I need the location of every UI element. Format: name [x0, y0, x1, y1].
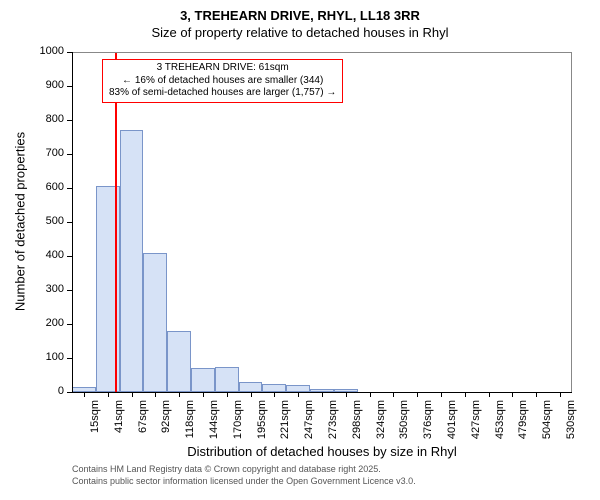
x-tick [560, 392, 561, 397]
x-tick-label: 401sqm [446, 400, 458, 450]
y-tick [67, 154, 72, 155]
x-tick [251, 392, 252, 397]
y-tick-label: 800 [0, 113, 64, 125]
x-tick-label: 298sqm [351, 400, 363, 450]
footer-attribution: Contains HM Land Registry data © Crown c… [72, 464, 416, 487]
annotation-line: 3 TREHEARN DRIVE: 61sqm [109, 62, 336, 75]
x-tick-label: 170sqm [232, 400, 244, 450]
x-tick [298, 392, 299, 397]
x-tick [370, 392, 371, 397]
histogram-bar [286, 385, 310, 392]
x-tick-label: 530sqm [565, 400, 577, 450]
x-tick-label: 15sqm [89, 400, 101, 450]
x-tick [441, 392, 442, 397]
x-tick [179, 392, 180, 397]
x-tick-label: 247sqm [303, 400, 315, 450]
x-axis-title: Distribution of detached houses by size … [72, 444, 572, 459]
x-tick [512, 392, 513, 397]
x-tick-label: 67sqm [137, 400, 149, 450]
x-tick-label: 195sqm [256, 400, 268, 450]
x-tick-label: 350sqm [398, 400, 410, 450]
x-tick [465, 392, 466, 397]
x-tick-label: 92sqm [160, 400, 172, 450]
x-tick [322, 392, 323, 397]
histogram-bar [239, 382, 263, 392]
footer-line1: Contains HM Land Registry data © Crown c… [72, 464, 416, 476]
histogram-bar [120, 130, 144, 392]
x-tick-label: 118sqm [184, 400, 196, 450]
y-tick [67, 256, 72, 257]
plot-area: 3 TREHEARN DRIVE: 61sqm← 16% of detached… [72, 52, 572, 392]
y-tick-label: 900 [0, 79, 64, 91]
x-tick [536, 392, 537, 397]
x-tick-label: 479sqm [517, 400, 529, 450]
x-tick-label: 427sqm [470, 400, 482, 450]
x-tick [155, 392, 156, 397]
y-tick-label: 0 [0, 385, 64, 397]
y-tick-label: 700 [0, 147, 64, 159]
y-tick [67, 392, 72, 393]
x-tick [417, 392, 418, 397]
y-tick [67, 358, 72, 359]
histogram-bar [167, 331, 191, 392]
x-tick-label: 41sqm [113, 400, 125, 450]
y-tick-label: 600 [0, 181, 64, 193]
histogram-bar [262, 384, 286, 393]
x-tick-label: 273sqm [327, 400, 339, 450]
x-tick [346, 392, 347, 397]
x-tick [203, 392, 204, 397]
y-axis-title: Number of detached properties [13, 52, 28, 392]
histogram-bar [215, 367, 239, 393]
x-tick-label: 144sqm [208, 400, 220, 450]
x-tick-label: 221sqm [279, 400, 291, 450]
y-tick [67, 52, 72, 53]
x-tick [489, 392, 490, 397]
x-tick-label: 324sqm [375, 400, 387, 450]
y-tick-label: 200 [0, 317, 64, 329]
x-tick [132, 392, 133, 397]
annotation-box: 3 TREHEARN DRIVE: 61sqm← 16% of detached… [102, 59, 343, 103]
annotation-line: 83% of semi-detached houses are larger (… [109, 87, 336, 100]
y-tick [67, 86, 72, 87]
y-tick [67, 188, 72, 189]
y-tick [67, 290, 72, 291]
chart-area: 3 TREHEARN DRIVE: 61sqm← 16% of detached… [0, 0, 600, 500]
y-tick-label: 500 [0, 215, 64, 227]
x-tick-label: 453sqm [494, 400, 506, 450]
x-tick [84, 392, 85, 397]
footer-line2: Contains public sector information licen… [72, 476, 416, 488]
y-tick-label: 100 [0, 351, 64, 363]
y-tick [67, 120, 72, 121]
y-tick-label: 400 [0, 249, 64, 261]
x-tick [227, 392, 228, 397]
annotation-line: ← 16% of detached houses are smaller (34… [109, 75, 336, 88]
y-tick-label: 1000 [0, 45, 64, 57]
x-tick [393, 392, 394, 397]
y-tick [67, 324, 72, 325]
x-tick-label: 504sqm [541, 400, 553, 450]
x-tick [108, 392, 109, 397]
histogram-bar [191, 368, 215, 392]
y-axis [72, 52, 73, 392]
y-tick-label: 300 [0, 283, 64, 295]
property-marker-line [115, 53, 117, 393]
histogram-bar [143, 253, 167, 392]
x-tick [274, 392, 275, 397]
y-tick [67, 222, 72, 223]
x-tick-label: 376sqm [422, 400, 434, 450]
